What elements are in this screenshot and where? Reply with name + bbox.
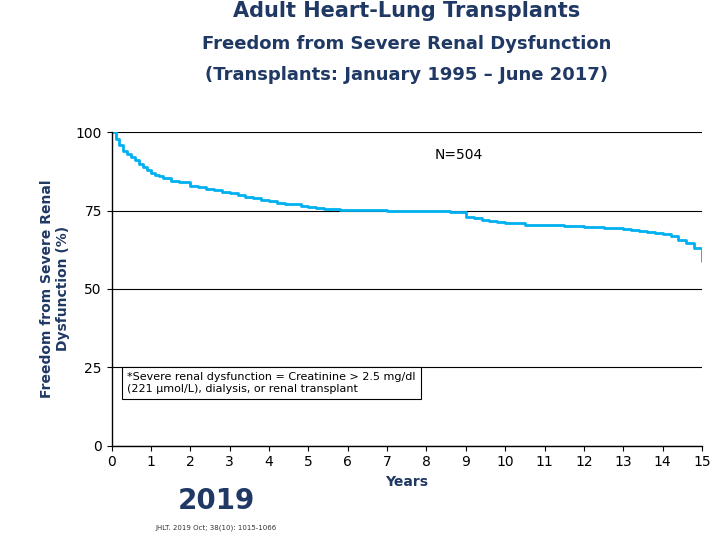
Text: ISHLT: ISHLT [11, 488, 92, 514]
Text: *Severe renal dysfunction = Creatinine > 2.5 mg/dl
(221 μmol/L), dialysis, or re: *Severe renal dysfunction = Creatinine >… [127, 372, 416, 394]
Text: (Transplants: January 1995 – June 2017): (Transplants: January 1995 – June 2017) [205, 66, 608, 84]
Text: JHLT. 2019 Oct; 38(10): 1015-1066: JHLT. 2019 Oct; 38(10): 1015-1066 [156, 525, 276, 531]
Text: 2019: 2019 [177, 487, 255, 515]
Y-axis label: Freedom from Severe Renal
Dysfunction (%): Freedom from Severe Renal Dysfunction (%… [40, 180, 70, 398]
Text: Freedom from Severe Renal Dysfunction: Freedom from Severe Renal Dysfunction [202, 35, 611, 53]
Text: Adult Heart-Lung Transplants: Adult Heart-Lung Transplants [233, 1, 580, 21]
X-axis label: Years: Years [385, 475, 428, 489]
Text: N=504: N=504 [434, 148, 482, 162]
Text: ISHLT • INTERNATIONAL SOCIETY FOR HEART AND LUNG TRANSPLANTATION: ISHLT • INTERNATIONAL SOCIETY FOR HEART … [11, 525, 274, 531]
